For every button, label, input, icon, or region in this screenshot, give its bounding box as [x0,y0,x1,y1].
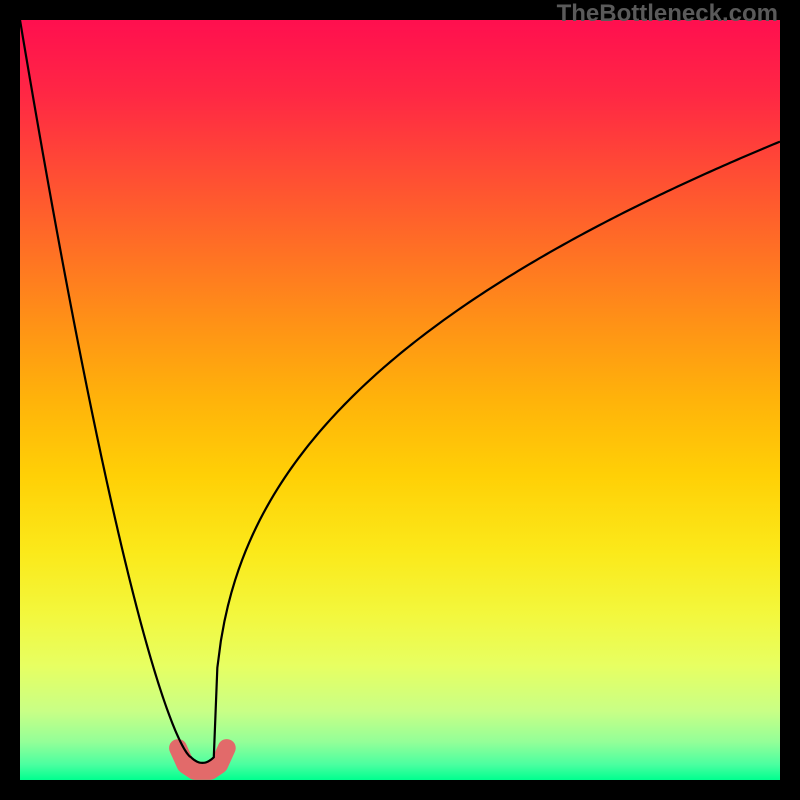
curve-layer [20,20,780,780]
plot-area [20,20,780,780]
watermark-text: TheBottleneck.com [557,0,778,28]
bottleneck-curve [20,20,780,763]
chart-frame: TheBottleneck.com [0,0,800,800]
